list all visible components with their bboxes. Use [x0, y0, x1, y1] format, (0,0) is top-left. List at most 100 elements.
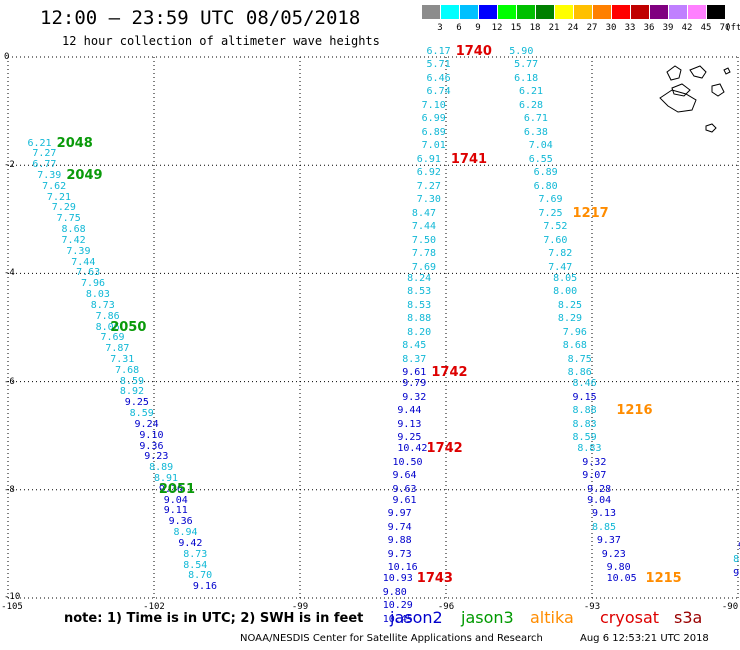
wave-height-point: 9.23	[144, 451, 169, 463]
scale-value: 33	[624, 23, 636, 33]
wave-height-point: 5.71	[426, 59, 451, 71]
scale-swatch	[650, 5, 669, 19]
wave-height-point: 10.29	[382, 600, 413, 612]
legend-item-altika: altika	[530, 608, 574, 627]
wave-height-point: 7.96	[562, 326, 587, 338]
wave-height-point: 9.25	[124, 397, 149, 409]
wave-height-point: 9.61	[402, 367, 427, 379]
pass-number-label: 1740	[455, 43, 492, 59]
wave-height-point: 8.94	[173, 527, 198, 539]
wave-height-point: 8.25	[557, 299, 583, 311]
scale-value: 36	[643, 23, 655, 33]
wave-height-point: 7.44	[411, 221, 437, 233]
wave-height-point: 6.77	[32, 159, 57, 171]
wave-height-point: 7.01	[421, 140, 446, 152]
wave-height-point: 8.83	[577, 443, 602, 455]
wave-height-point: 7.30	[416, 194, 441, 206]
scale-value: 42	[681, 23, 693, 33]
wave-height-point: 7.68	[115, 364, 140, 376]
wave-height-point: 9.63	[392, 483, 417, 495]
scale-swatch	[536, 5, 555, 19]
wave-height-point: 7.86	[95, 310, 120, 322]
wave-height-point: 9.04	[163, 494, 188, 506]
wave-height-point: 8.59	[129, 408, 154, 420]
pass-number-label: 2048	[56, 135, 93, 151]
wave-height-point: 7.78	[411, 248, 437, 260]
wave-height-point: 9.28	[587, 483, 612, 495]
x-tick-label: -90	[721, 602, 739, 612]
x-tick-label: -105	[1, 602, 23, 612]
scale-unit: (ft)	[725, 23, 740, 33]
wave-height-point: 9.13	[397, 418, 422, 430]
wave-height-point: 6.99	[421, 113, 446, 125]
y-tick-label: -6	[4, 376, 15, 387]
pass-number-label: 2050	[110, 319, 147, 335]
legend-item-jason2: jason2	[390, 608, 443, 627]
wave-height-point: 7.42	[61, 234, 86, 246]
wave-height-point: 9.36	[139, 440, 164, 452]
scale-value: 45	[700, 23, 712, 33]
wave-height-point: 7.27	[416, 180, 441, 192]
wave-height-point: 7.69	[411, 261, 437, 273]
wave-height-point: 9.3	[738, 541, 740, 552]
pass-number-label: 1741	[450, 151, 488, 167]
wave-height-point: 8.75	[567, 353, 592, 365]
wave-height-point: 9.32	[402, 391, 427, 403]
wave-height-point: 8.73	[90, 299, 115, 311]
scale-value: 3	[437, 23, 443, 33]
scale-swatch	[498, 5, 517, 19]
wave-height-point: 9.88	[387, 535, 412, 547]
wave-height-point: 8.20	[407, 326, 432, 338]
wave-height-point: 9.61	[392, 494, 417, 506]
wave-height-point: 6.91	[416, 153, 441, 165]
scale-value: 70	[719, 23, 731, 33]
wave-height-point: 9.25	[397, 432, 422, 444]
scale-value: 9	[475, 23, 481, 33]
wave-height-point: 9.11	[163, 505, 188, 517]
wave-height-point: 8.53	[407, 299, 432, 311]
scale-swatch	[479, 5, 498, 19]
wave-height-point: 7.21	[46, 191, 72, 203]
wave-height-point: 10.45	[382, 613, 413, 625]
wave-height-point: 8.89	[149, 462, 174, 474]
wave-height-point: 9.36	[168, 516, 193, 528]
y-tick-label: -10	[4, 592, 21, 602]
wave-height-point: 6.89	[421, 126, 446, 138]
y-tick-label: -8	[4, 484, 15, 495]
scale-swatch	[517, 5, 536, 19]
wave-height-point: 8.46	[572, 378, 597, 390]
pass-number-label: 1216	[616, 403, 653, 419]
wave-height-point: 6.80	[533, 180, 558, 192]
scale-swatch	[688, 5, 707, 19]
pass-number-label: 1743	[416, 571, 453, 587]
scale-value: 24	[567, 23, 579, 33]
scale-value: 27	[586, 23, 598, 33]
wave-height-point: 9.36	[158, 483, 183, 495]
wave-height-point: 9.24	[134, 418, 159, 430]
scale-swatch	[460, 5, 479, 19]
wave-height-point: 7.29	[51, 202, 76, 214]
x-tick-label: -96	[437, 602, 455, 612]
wave-height-point: 8.53	[407, 286, 432, 298]
scale-swatch	[574, 5, 593, 19]
wave-height-point: 9.97	[387, 508, 412, 520]
scale-swatch	[612, 5, 631, 19]
wave-height-point: 7.69	[538, 194, 563, 206]
wave-height-point: 9.10	[139, 429, 164, 441]
wave-height-point: 9.80	[382, 586, 407, 598]
wave-height-point: 7.50	[411, 234, 437, 246]
wave-height-point: 8.70	[188, 570, 213, 582]
wave-height-point: 6.38	[523, 126, 548, 138]
wave-height-point: 7.39	[37, 170, 62, 182]
y-tick-label: -2	[4, 160, 15, 171]
wave-height-point: 7.82	[548, 248, 573, 260]
wave-height-point: 10.50	[392, 456, 423, 468]
scale-swatch	[422, 5, 441, 19]
wave-height-point: 8.24	[407, 272, 432, 284]
x-tick-label: -99	[291, 602, 309, 612]
wave-height-point: 8.29	[557, 313, 583, 325]
pass-number-label: 1742	[431, 365, 468, 381]
wave-height-point: 9.32	[582, 456, 607, 468]
wave-height-point: 9.58	[733, 567, 740, 579]
